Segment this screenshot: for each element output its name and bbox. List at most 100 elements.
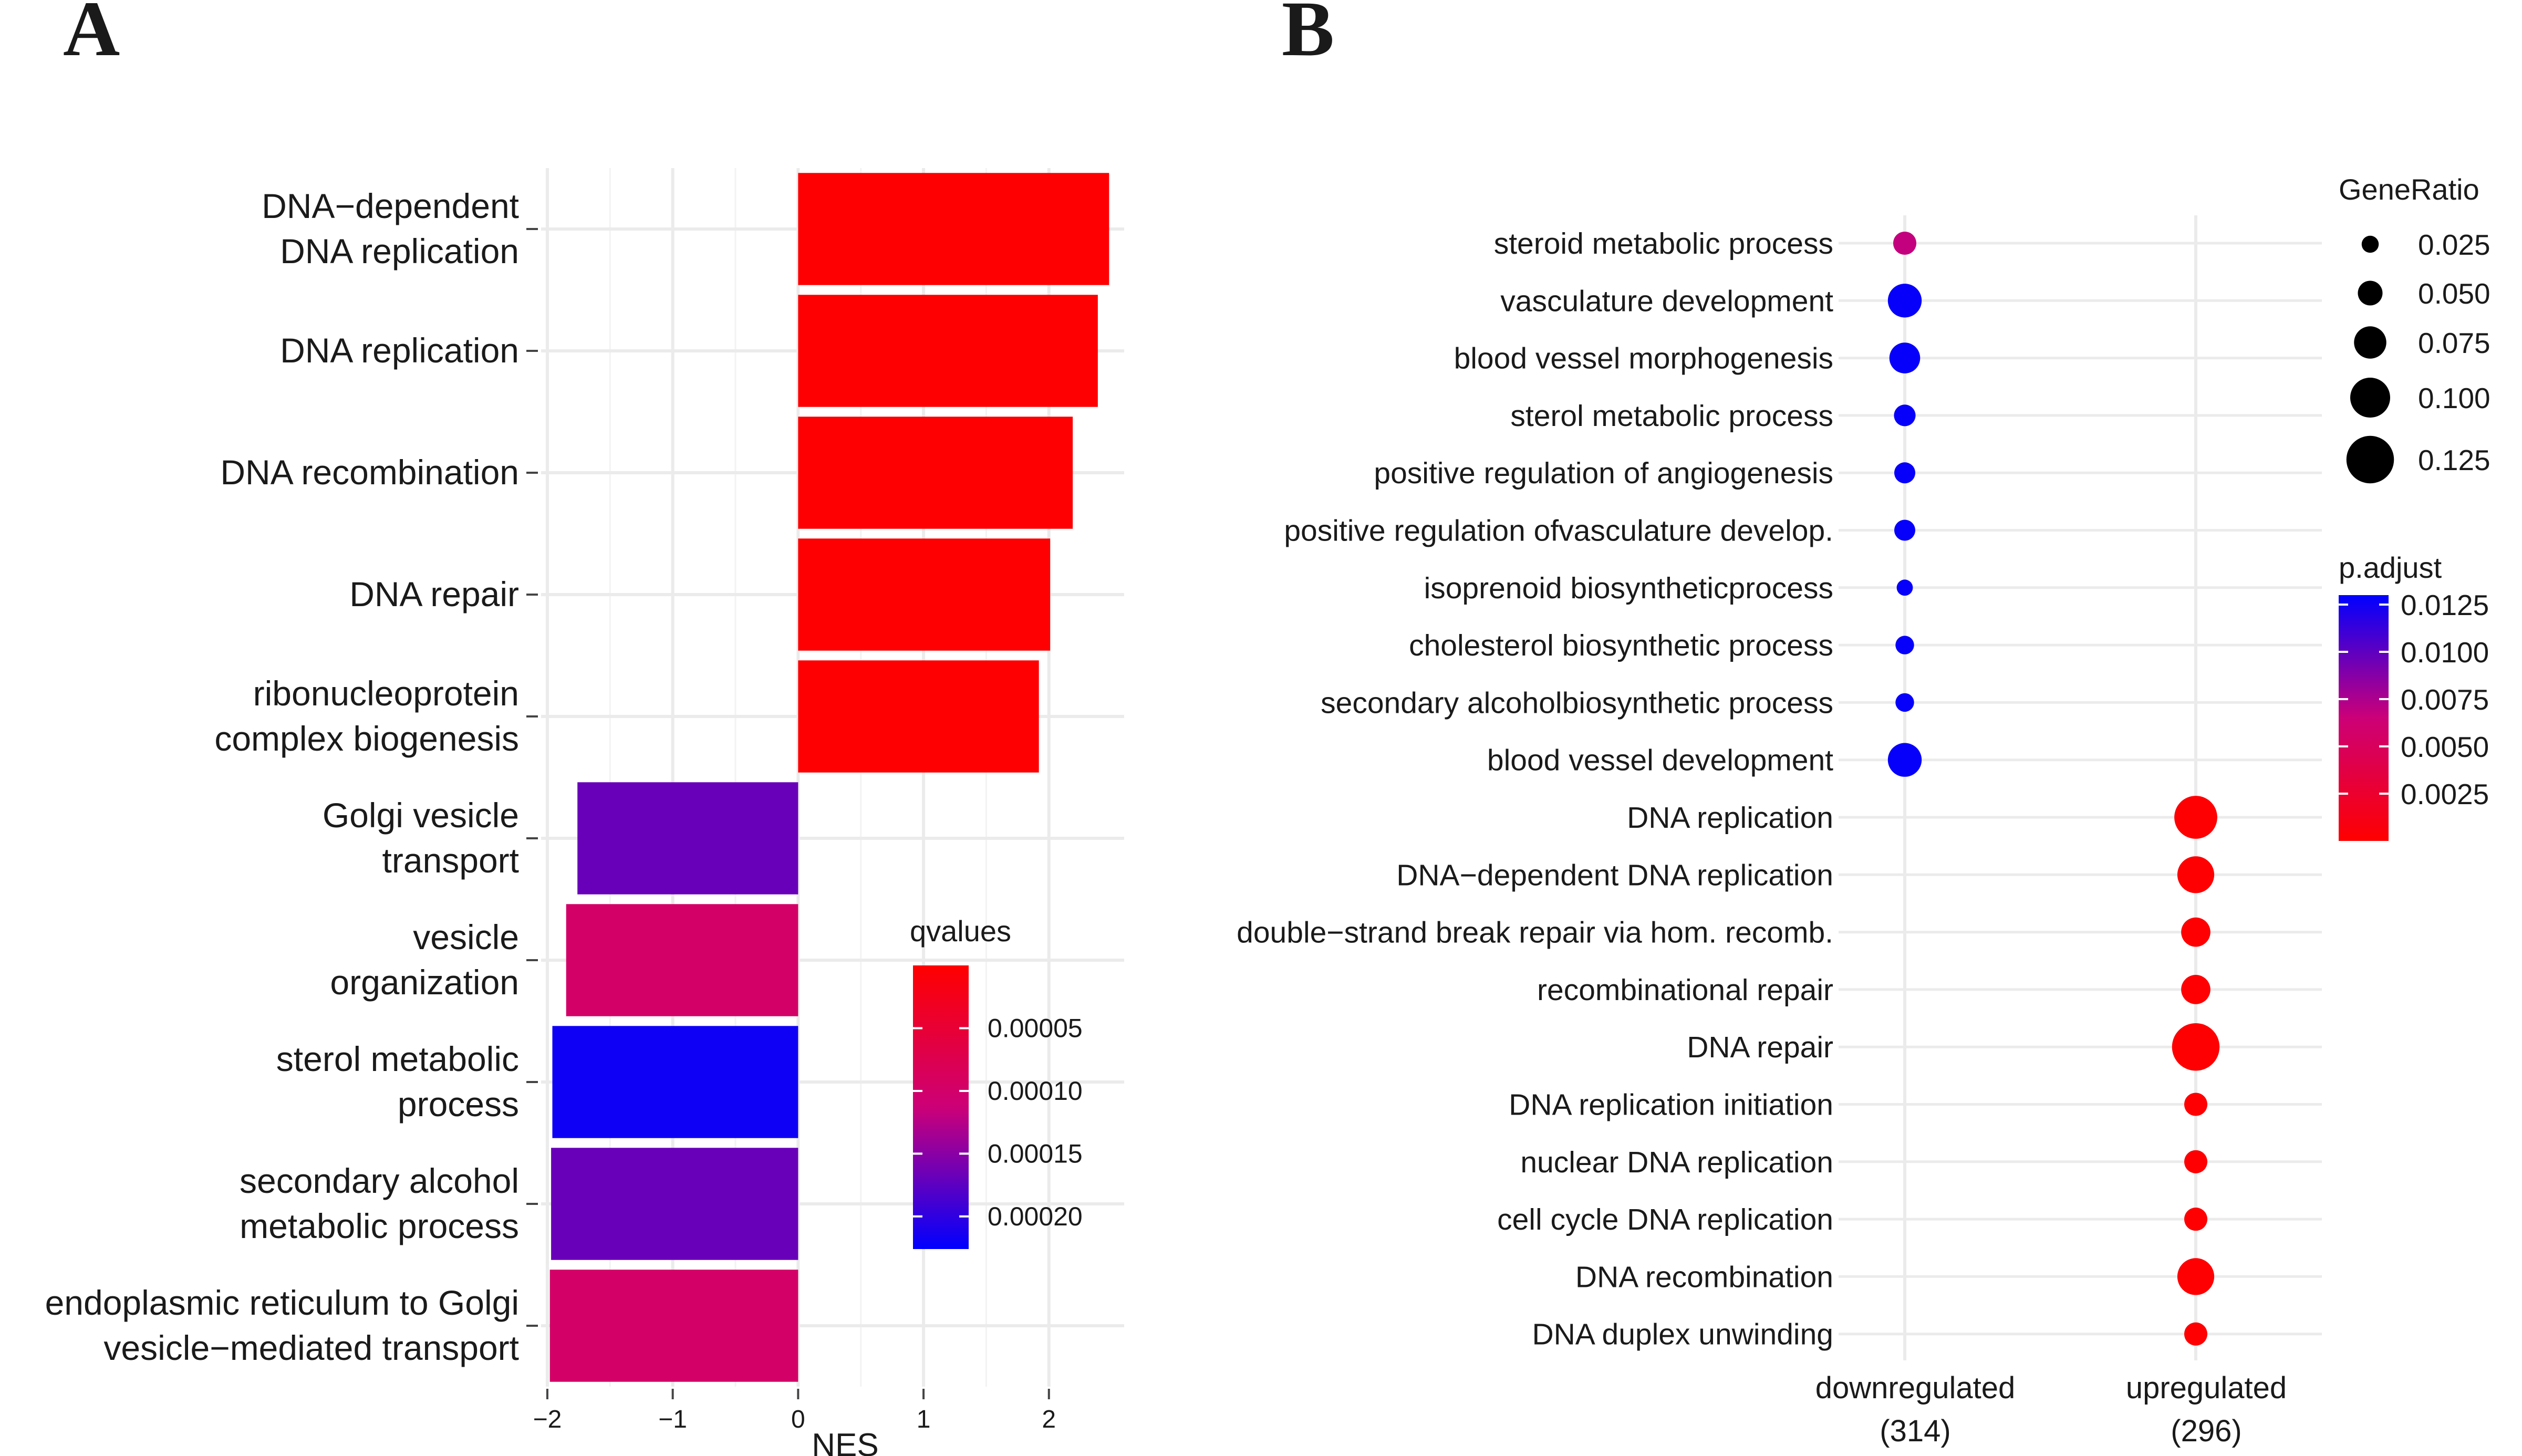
generatio-legend-label-0: 0.025: [2418, 228, 2490, 261]
generatio-legend-title: GeneRatio: [2339, 173, 2479, 206]
a-category-label-1: DNA replication: [280, 331, 519, 370]
b-term-label-5: positive regulation ofvasculature develo…: [1284, 514, 1833, 548]
b-cluster-label-0-line-1: (314): [1880, 1414, 1950, 1448]
b-point-7: [1895, 636, 1914, 654]
a-category-label-9-line-0: endoplasmic reticulum to Golgi: [45, 1283, 519, 1322]
b-cluster-label-1: upregulated (296): [2126, 1371, 2287, 1448]
b-term-label-11: DNA−dependent DNA replication: [1396, 858, 1833, 892]
b-term-label-3: sterol metabolic process: [1510, 399, 1833, 433]
generatio-legend-dot-0: [2361, 235, 2379, 253]
b-point-9: [1887, 743, 1922, 777]
b-point-17: [2184, 1208, 2208, 1231]
a-bar-4: [798, 660, 1039, 773]
p-tick-label-4: 0.0025: [2401, 778, 2489, 810]
a-category-label-0-line-1: DNA replication: [280, 232, 519, 271]
a-category-label-4: ribonucleoprotein complex biogenesis: [214, 674, 519, 758]
b-point-1: [1887, 284, 1922, 318]
a-category-label-3: DNA repair: [349, 575, 519, 613]
b-term-label-12: double−strand break repair via hom. reco…: [1237, 916, 1833, 950]
panel-a-bar-chart: DNA−dependent DNA replication DNA replicat…: [45, 168, 1124, 1456]
a-category-label-7: sterol metabolic process: [276, 1039, 519, 1124]
padjust-legend-ticks: 0.0125 0.0100 0.0075 0.0050 0.0025: [2339, 589, 2489, 810]
generatio-legend-dot-2: [2354, 326, 2386, 359]
b-point-5: [1894, 519, 1916, 541]
generatio-legend-label-3: 0.100: [2418, 382, 2490, 414]
generatio-legend-dot-3: [2350, 378, 2390, 418]
a-bar-5: [577, 782, 798, 895]
a-category-label-7-line-0: sterol metabolic: [276, 1039, 519, 1078]
b-point-6: [1896, 579, 1913, 596]
a-category-label-0-line-0: DNA−dependent: [262, 186, 519, 225]
b-cluster-label-1-line-0: upregulated: [2126, 1371, 2287, 1405]
qvalues-colorbar: [913, 965, 969, 1249]
a-bar-1: [798, 295, 1098, 407]
a-category-label-8: secondary alcohol metabolic process: [240, 1161, 519, 1245]
generatio-legend-label-4: 0.125: [2418, 444, 2490, 476]
b-term-label-17: cell cycle DNA replication: [1497, 1203, 1833, 1236]
b-term-label-19: DNA duplex unwinding: [1532, 1318, 1833, 1351]
a-category-label-2-line-0: DNA recombination: [220, 453, 519, 492]
b-cluster-label-1-line-1: (296): [2171, 1414, 2241, 1448]
panel-b-points: [1887, 231, 2220, 1346]
a-category-label-5: Golgi vesicle transport: [323, 796, 519, 880]
generatio-legend: GeneRatio 0.025 0.050 0.075 0.100 0.125: [2339, 173, 2490, 484]
b-point-16: [2184, 1150, 2208, 1173]
b-point-12: [2181, 917, 2210, 947]
q-tick-label-3: 0.00020: [988, 1202, 1083, 1231]
b-point-4: [1894, 462, 1916, 484]
a-category-label-9-line-1: vesicle−mediated transport: [103, 1328, 519, 1367]
a-category-label-9: endoplasmic reticulum to Golgi vesicle−me…: [45, 1283, 519, 1367]
panel-a-letter: A: [63, 0, 120, 72]
a-category-label-2: DNA recombination: [220, 453, 519, 492]
b-cluster-label-0: downregulated (314): [1815, 1371, 2016, 1448]
a-category-label-8-line-1: metabolic process: [240, 1207, 519, 1245]
p-tick-label-1: 0.0100: [2401, 636, 2489, 669]
a-category-label-6: vesicle organization: [330, 918, 519, 1002]
b-point-19: [2184, 1322, 2208, 1346]
b-point-0: [1893, 231, 1917, 255]
a-category-label-4-line-0: ribonucleoprotein: [253, 674, 519, 713]
b-term-label-16: nuclear DNA replication: [1520, 1146, 1833, 1179]
q-tick-label-1: 0.00010: [988, 1076, 1083, 1106]
b-point-3: [1894, 404, 1916, 427]
a-bar-0: [798, 173, 1109, 285]
panel-a-bars: [549, 173, 1109, 1382]
panel-a-x-axis-title: NES: [812, 1427, 878, 1456]
b-cluster-label-0-line-0: downregulated: [1815, 1371, 2016, 1405]
panel-b-term-labels: steroid metabolic process vasculature dev…: [1237, 227, 1833, 1351]
b-point-11: [2177, 856, 2215, 893]
generatio-legend-dot-4: [2346, 435, 2394, 484]
b-term-label-0: steroid metabolic process: [1494, 227, 1833, 261]
generatio-legend-label-1: 0.050: [2418, 277, 2490, 310]
b-term-label-9: blood vessel development: [1487, 744, 1833, 777]
a-category-label-1-line-0: DNA replication: [280, 331, 519, 370]
panel-b-letter: B: [1282, 0, 1334, 72]
p-tick-label-0: 0.0125: [2401, 589, 2489, 621]
a-category-label-6-line-1: organization: [330, 963, 519, 1002]
generatio-legend-dot-1: [2358, 280, 2383, 306]
a-bar-7: [552, 1026, 798, 1138]
a-category-label-6-line-0: vesicle: [413, 918, 519, 956]
qvalues-legend: qvalues 0.00005 0.00010 0.00015 0.00020: [910, 914, 1083, 1249]
panel-b-dot-plot: steroid metabolic process vasculature dev…: [1237, 173, 2490, 1448]
a-bar-9: [549, 1270, 798, 1382]
padjust-colorbar: [2339, 595, 2389, 841]
a-category-label-8-line-0: secondary alcohol: [240, 1161, 519, 1200]
b-term-label-10: DNA replication: [1627, 801, 1833, 835]
b-point-15: [2184, 1093, 2208, 1116]
a-xtick-label-2: 0: [791, 1406, 805, 1433]
a-xtick-label-0: −2: [533, 1406, 562, 1433]
a-category-label-7-line-1: process: [398, 1085, 519, 1124]
qvalues-legend-ticks: 0.00005 0.00010 0.00015 0.00020: [913, 1013, 1083, 1231]
b-point-18: [2177, 1258, 2215, 1295]
b-term-label-6: isoprenoid biosyntheticprocess: [1424, 571, 1833, 605]
a-xtick-label-4: 2: [1042, 1406, 1056, 1433]
padjust-legend: p.adjust 0.0125 0.0100 0.0075 0.0050 0.0025: [2339, 551, 2489, 841]
qvalues-legend-title: qvalues: [910, 914, 1011, 948]
generatio-legend-label-2: 0.075: [2418, 327, 2490, 359]
a-category-label-5-line-1: transport: [382, 841, 519, 880]
b-term-label-4: positive regulation of angiogenesis: [1374, 456, 1833, 490]
b-point-14: [2172, 1023, 2220, 1071]
b-term-label-18: DNA recombination: [1575, 1260, 1833, 1294]
